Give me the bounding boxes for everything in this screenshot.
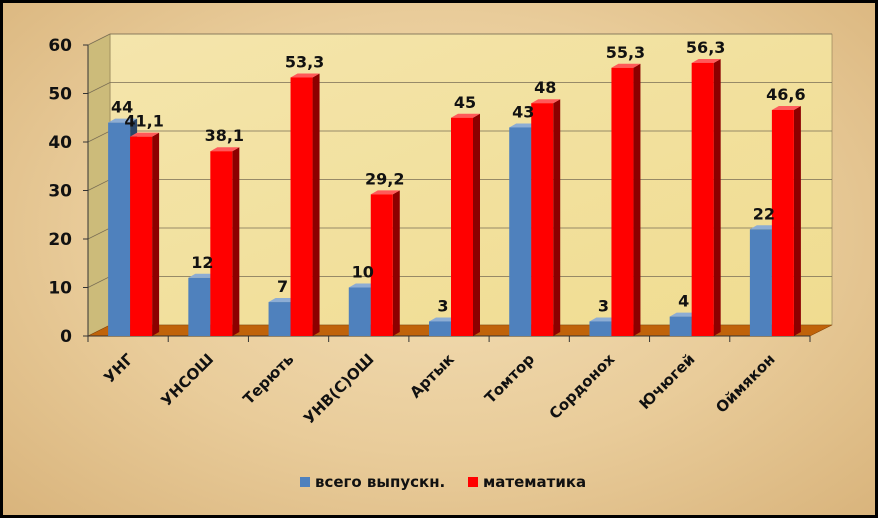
bar-top <box>691 58 721 63</box>
bar-side <box>633 63 641 337</box>
bar <box>771 105 801 337</box>
bar-front <box>611 67 634 337</box>
bar <box>370 190 400 336</box>
bar <box>130 132 160 336</box>
bar-top <box>451 113 480 118</box>
data-label: 38,1 <box>205 126 244 145</box>
bar-top <box>749 225 779 230</box>
gridline <box>87 33 832 46</box>
bar <box>531 99 561 336</box>
bar-top <box>108 118 138 123</box>
x-tick-label: УНВ(С)ОШ <box>300 350 377 427</box>
data-label: 55,3 <box>606 43 645 62</box>
bar-top <box>348 283 378 288</box>
bar-front <box>290 77 313 337</box>
x-tick-label: Оймякон <box>712 350 778 416</box>
bar-front <box>691 62 714 336</box>
bar-front <box>130 136 153 336</box>
data-label: 4 <box>678 292 689 311</box>
x-tick-label: Артык <box>406 350 457 401</box>
bar-front <box>348 287 371 336</box>
data-label: 3 <box>598 296 609 315</box>
data-label: 12 <box>191 253 213 272</box>
bar-top <box>210 147 240 152</box>
bar-top <box>290 73 320 78</box>
bar-front <box>771 109 794 337</box>
bar-side <box>312 73 320 337</box>
bar-top <box>669 312 699 317</box>
bar-front <box>429 321 451 336</box>
data-label: 48 <box>534 78 556 97</box>
bar-front <box>268 302 291 336</box>
bar <box>611 63 641 337</box>
data-label: 45 <box>454 93 476 112</box>
bar-side <box>232 147 240 336</box>
x-tick-label: УНГ <box>100 350 137 387</box>
bar-top <box>268 298 298 303</box>
data-label: 7 <box>277 277 288 296</box>
bar-front <box>451 117 473 336</box>
data-label: 22 <box>753 204 775 223</box>
legend-swatch <box>468 477 478 487</box>
data-label: 41,1 <box>124 112 163 131</box>
data-label: 56,3 <box>686 38 725 57</box>
data-label: 29,2 <box>365 169 404 188</box>
y-tick-label: 40 <box>48 133 72 153</box>
bar-top <box>130 132 160 137</box>
legend: всего выпускн. математика <box>300 473 586 491</box>
bar-front <box>589 321 612 336</box>
legend-label: математика <box>483 473 586 491</box>
x-tick-label: Ючюгей <box>636 350 699 413</box>
x-tick-label: УНСОШ <box>157 350 217 410</box>
bar-top <box>429 317 458 322</box>
data-label: 10 <box>352 263 374 282</box>
bar-front <box>749 229 772 336</box>
bar-top <box>188 273 218 278</box>
legend-swatch <box>300 477 310 487</box>
bar-top <box>370 190 400 195</box>
data-label: 46,6 <box>766 85 805 104</box>
bar-front <box>370 194 393 336</box>
bar-side <box>392 190 400 336</box>
data-label: 44 <box>111 98 133 117</box>
gridline <box>87 82 832 94</box>
bar <box>210 147 240 336</box>
data-label: 53,3 <box>285 52 324 71</box>
y-tick-label: 30 <box>48 182 72 202</box>
y-tick-label: 50 <box>48 85 72 105</box>
x-tick-label: Томтор <box>481 350 538 407</box>
bar-front <box>531 103 554 336</box>
y-tick-label: 60 <box>48 36 72 56</box>
bar <box>451 113 480 336</box>
y-tick-label: 0 <box>60 327 72 347</box>
bar-top <box>771 105 801 110</box>
bar-top <box>611 63 641 68</box>
y-tick-label: 10 <box>48 279 72 299</box>
x-tick-label: Сордонох <box>546 350 619 423</box>
bar-side <box>553 99 561 336</box>
legend-label: всего выпускн. <box>315 473 445 491</box>
bar-front <box>669 316 692 336</box>
y-tick-label: 20 <box>48 230 72 250</box>
bar-front <box>188 277 211 336</box>
bar <box>290 73 320 337</box>
bar-side <box>793 105 801 337</box>
x-tick-label: Терють <box>239 350 297 408</box>
bar-side <box>152 132 160 336</box>
bar-front <box>108 122 131 336</box>
data-label: 43 <box>512 102 534 121</box>
bar-front <box>509 127 532 336</box>
bar-side <box>473 113 480 336</box>
bar-side <box>713 58 721 336</box>
bar-top <box>589 317 619 322</box>
bar-top <box>531 99 561 104</box>
data-label: 3 <box>437 296 448 315</box>
bars <box>108 58 801 337</box>
bar-top <box>509 123 539 128</box>
bar-front <box>210 151 233 336</box>
bar <box>691 58 721 336</box>
